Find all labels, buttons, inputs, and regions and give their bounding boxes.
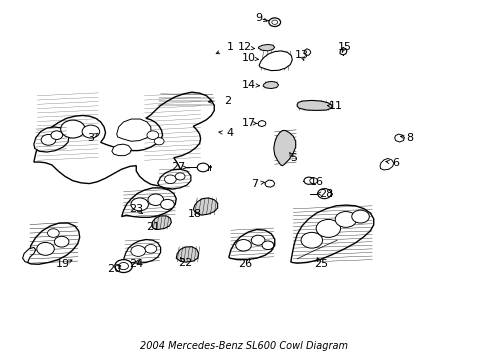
Circle shape [145, 244, 157, 253]
Text: 27: 27 [171, 162, 185, 172]
Circle shape [309, 178, 317, 184]
Polygon shape [193, 198, 217, 215]
Circle shape [131, 198, 148, 211]
Polygon shape [158, 169, 190, 189]
Polygon shape [152, 216, 171, 229]
Circle shape [37, 242, 54, 255]
Circle shape [262, 241, 273, 249]
Polygon shape [259, 51, 292, 71]
Circle shape [316, 220, 340, 237]
Circle shape [271, 20, 277, 24]
Text: 24: 24 [129, 259, 143, 269]
Text: 14: 14 [242, 80, 256, 90]
Text: 8: 8 [406, 133, 413, 143]
Circle shape [61, 120, 85, 138]
Text: 10: 10 [241, 53, 255, 63]
Text: 11: 11 [328, 102, 343, 112]
Polygon shape [34, 127, 69, 152]
Polygon shape [258, 44, 274, 51]
Text: 5: 5 [289, 153, 296, 163]
Text: 22: 22 [178, 258, 192, 268]
Text: 2: 2 [224, 96, 230, 106]
Text: 17: 17 [241, 118, 255, 128]
Text: 28: 28 [319, 189, 333, 199]
Circle shape [148, 194, 163, 206]
Circle shape [154, 138, 163, 145]
Text: 15: 15 [337, 42, 351, 51]
Text: 18: 18 [187, 209, 202, 219]
Polygon shape [339, 48, 346, 55]
Text: 23: 23 [129, 204, 143, 215]
Circle shape [175, 173, 184, 180]
Circle shape [334, 212, 356, 227]
Polygon shape [264, 180, 274, 187]
Text: 2004 Mercedes-Benz SL600 Cowl Diagram: 2004 Mercedes-Benz SL600 Cowl Diagram [140, 341, 348, 351]
Text: 4: 4 [226, 129, 233, 138]
Polygon shape [122, 188, 176, 217]
Polygon shape [112, 144, 131, 156]
Text: 19: 19 [56, 259, 70, 269]
Circle shape [119, 262, 128, 270]
Polygon shape [176, 247, 198, 262]
Circle shape [164, 175, 176, 184]
Text: 26: 26 [238, 259, 252, 269]
Circle shape [82, 125, 100, 138]
Text: 16: 16 [309, 177, 323, 187]
Circle shape [317, 189, 330, 199]
Circle shape [304, 177, 313, 184]
Circle shape [41, 134, 56, 145]
Text: 13: 13 [294, 50, 308, 60]
Polygon shape [258, 121, 265, 127]
Circle shape [115, 260, 132, 273]
Circle shape [54, 236, 69, 247]
Polygon shape [273, 131, 295, 166]
Text: 21: 21 [145, 222, 160, 232]
Circle shape [351, 210, 368, 223]
Circle shape [51, 131, 62, 139]
Text: 12: 12 [237, 42, 251, 52]
Polygon shape [123, 239, 160, 263]
Polygon shape [263, 81, 278, 89]
Text: 20: 20 [106, 264, 121, 274]
Polygon shape [117, 119, 151, 141]
Text: 1: 1 [226, 42, 233, 52]
Text: 7: 7 [250, 179, 257, 189]
Circle shape [47, 229, 59, 237]
Circle shape [131, 246, 145, 256]
Polygon shape [34, 92, 214, 186]
Polygon shape [379, 158, 393, 170]
Polygon shape [290, 205, 373, 263]
Polygon shape [27, 223, 80, 264]
Text: 3: 3 [87, 133, 94, 143]
Circle shape [251, 235, 264, 245]
Circle shape [147, 131, 158, 139]
Text: 9: 9 [255, 13, 262, 23]
Circle shape [301, 232, 322, 248]
Circle shape [197, 163, 208, 172]
Polygon shape [297, 100, 331, 111]
Circle shape [160, 199, 174, 210]
Polygon shape [304, 49, 310, 55]
Text: 25: 25 [314, 259, 328, 269]
Circle shape [268, 18, 280, 27]
Polygon shape [394, 134, 404, 142]
Circle shape [235, 239, 251, 251]
Text: 6: 6 [391, 158, 398, 168]
Polygon shape [228, 229, 274, 260]
Polygon shape [22, 247, 36, 262]
